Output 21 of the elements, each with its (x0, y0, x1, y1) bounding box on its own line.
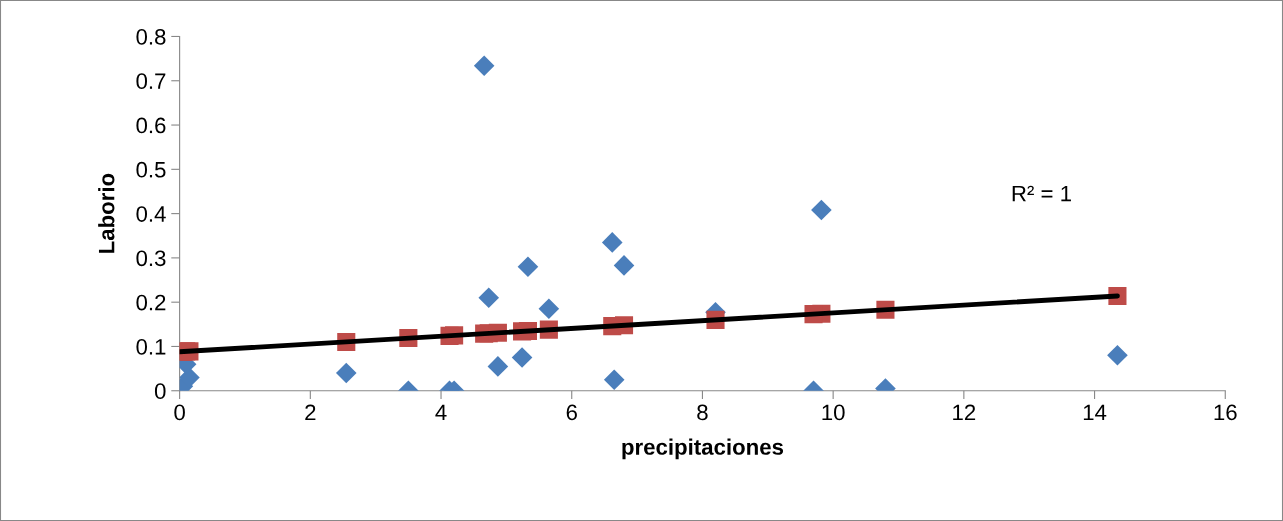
y-tick-label: 0.4 (136, 206, 166, 222)
x-tick-label: 16 (1214, 404, 1237, 421)
x-tick-label: 6 (566, 404, 577, 421)
y-tick-label: 0 (154, 383, 166, 400)
y-tick-label: 0.1 (136, 339, 166, 355)
x-tick-label: 8 (697, 404, 708, 421)
y-tick-label: 0.6 (136, 117, 166, 134)
x-tick-label: 2 (305, 404, 316, 421)
x-tick-label: 12 (953, 404, 976, 421)
x-axis-title: precipitaciones (622, 438, 784, 460)
x-tick-label: 0 (174, 404, 185, 421)
x-tick-label: 4 (435, 404, 447, 421)
y-axis-title: Laborio (98, 173, 115, 253)
y-tick-label: 0.8 (136, 29, 166, 45)
y-tick-label: 0.3 (136, 250, 166, 267)
x-tick-label: 10 (822, 404, 845, 421)
x-tick-label: 14 (1083, 404, 1107, 421)
annotation: R² = 1 (1012, 185, 1071, 202)
y-tick-label: 0.5 (136, 161, 166, 178)
y-tick-label: 0.7 (136, 73, 166, 90)
y-tick-label: 0.2 (136, 294, 166, 311)
